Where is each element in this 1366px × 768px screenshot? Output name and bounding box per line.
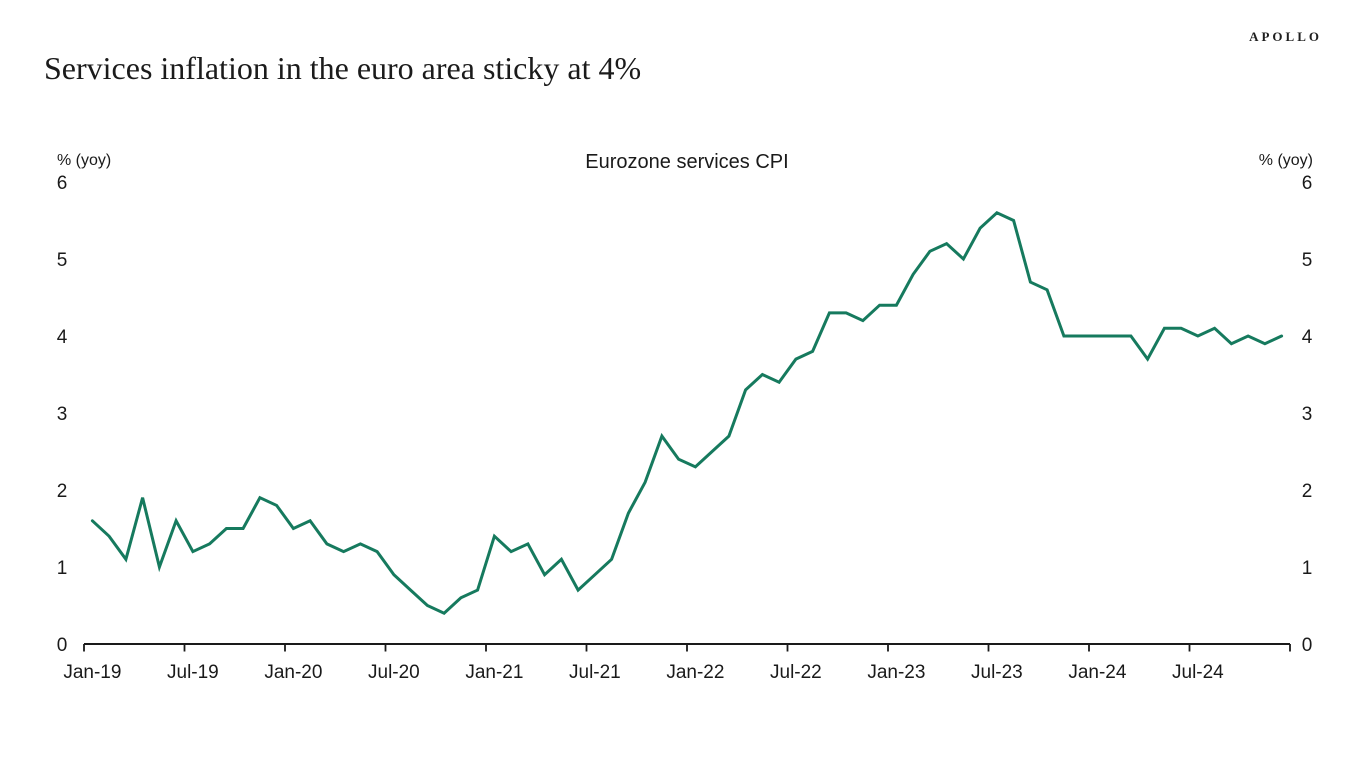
y-axis-tick-label-right: 3 xyxy=(1302,404,1313,425)
x-axis-tick-label: Jul-24 xyxy=(1172,662,1224,683)
y-axis-tick-label-left: 6 xyxy=(57,173,68,194)
page-title: Services inflation in the euro area stic… xyxy=(44,50,642,86)
y-axis-unit-right: % (yoy) xyxy=(1258,152,1313,169)
chart-title: Eurozone services CPI xyxy=(585,151,789,173)
y-axis-tick-label-right: 5 xyxy=(1302,250,1313,271)
x-axis-tick-label: Jan-20 xyxy=(264,662,322,683)
y-axis-tick-label-right: 0 xyxy=(1302,635,1313,656)
y-axis-unit-left: % (yoy) xyxy=(57,152,112,169)
y-axis-tick-label-left: 2 xyxy=(57,481,68,502)
x-axis-tick-label: Jul-22 xyxy=(770,662,822,683)
x-axis-tick-label: Jan-21 xyxy=(465,662,523,683)
x-axis-tick-label: Jul-19 xyxy=(167,662,219,683)
y-axis-tick-label-right: 2 xyxy=(1302,481,1313,502)
x-axis-tick-label: Jan-22 xyxy=(666,662,724,683)
x-axis-tick-label: Jan-24 xyxy=(1068,662,1127,683)
y-axis-tick-label-left: 5 xyxy=(57,250,68,271)
y-axis-tick-label-right: 1 xyxy=(1302,558,1313,579)
x-axis-tick-label: Jan-19 xyxy=(63,662,121,683)
y-axis-tick-label-left: 1 xyxy=(57,558,68,579)
y-axis-tick-label-right: 6 xyxy=(1302,173,1313,194)
cpi-line xyxy=(90,211,1284,615)
x-axis-tick-label: Jul-23 xyxy=(971,662,1023,683)
x-axis-tick-label: Jan-23 xyxy=(867,662,925,683)
y-axis-tick-label-left: 0 xyxy=(57,635,68,656)
y-axis-tick-label-left: 3 xyxy=(57,404,68,425)
x-axis-tick-label: Jul-20 xyxy=(368,662,420,683)
apollo-logo: APOLLO xyxy=(1249,29,1322,44)
x-axis-tick-label: Jul-21 xyxy=(569,662,621,683)
y-axis-tick-label-right: 4 xyxy=(1302,327,1313,348)
y-axis-tick-label-left: 4 xyxy=(57,327,68,348)
